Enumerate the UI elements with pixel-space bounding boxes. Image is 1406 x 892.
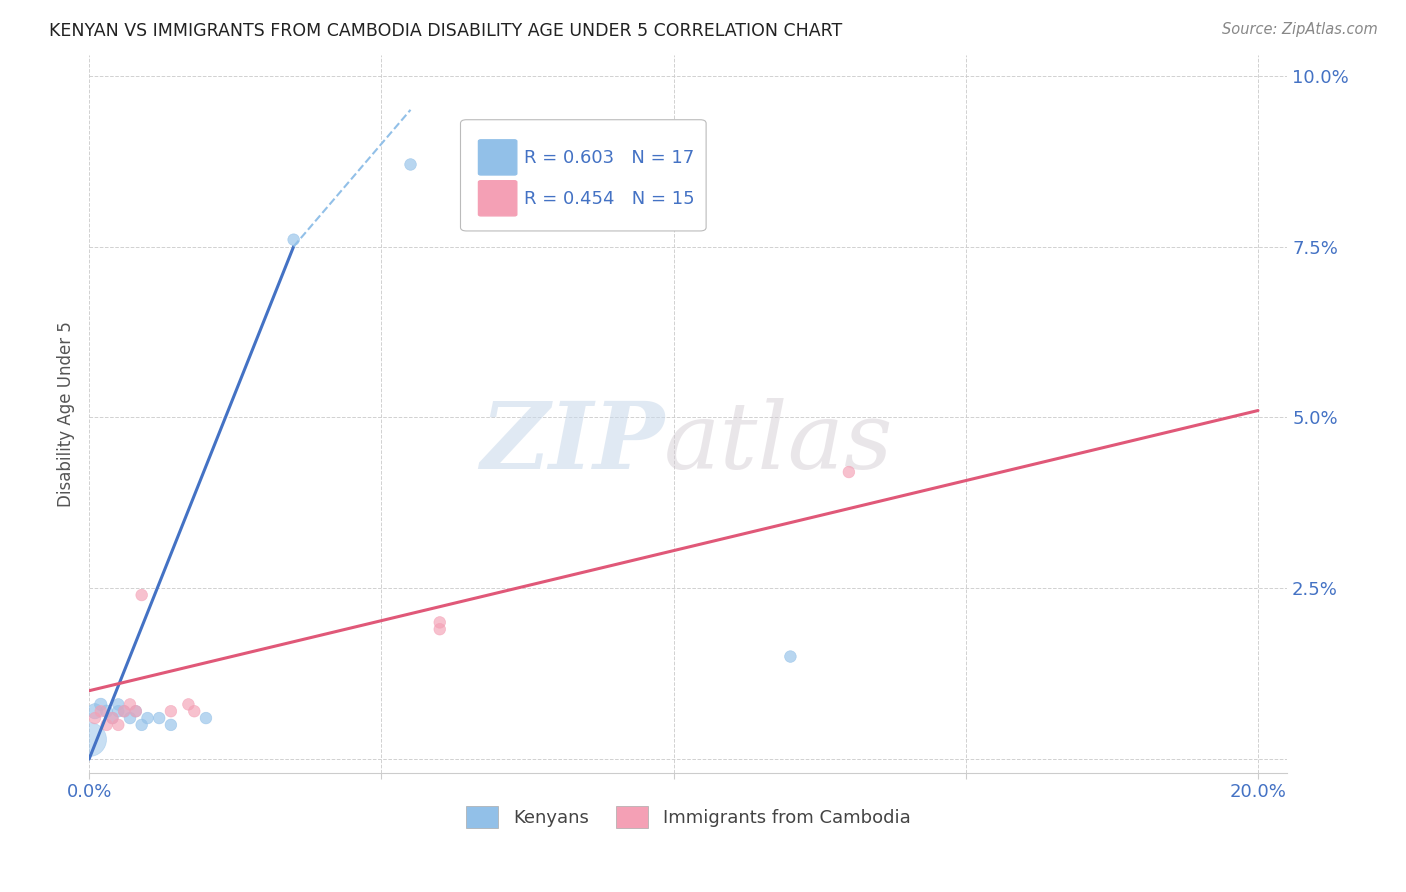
Point [90,704,112,718]
Point [101,711,124,725]
Point [125,704,148,718]
Point [429,615,451,630]
Legend: Kenyans, Immigrants from Cambodia: Kenyans, Immigrants from Cambodia [458,799,918,836]
Point [160,704,183,718]
Point [194,711,217,725]
Text: Source: ZipAtlas.com: Source: ZipAtlas.com [1222,22,1378,37]
Point [118,698,141,712]
Y-axis label: Disability Age Under 5: Disability Age Under 5 [58,321,75,507]
Point [177,698,200,712]
Point [84,711,107,725]
Point [112,704,135,718]
Point [429,622,451,636]
Text: R = 0.454   N = 15: R = 0.454 N = 15 [524,190,695,208]
Point [838,465,860,479]
Point [136,711,159,725]
Text: R = 0.603   N = 17: R = 0.603 N = 17 [524,149,695,167]
Point [399,157,422,171]
Text: ZIP: ZIP [479,398,664,488]
Text: KENYAN VS IMMIGRANTS FROM CAMBODIA DISABILITY AGE UNDER 5 CORRELATION CHART: KENYAN VS IMMIGRANTS FROM CAMBODIA DISAB… [49,22,842,40]
Point [77,731,100,746]
Point [183,704,205,718]
Point [160,718,183,732]
Point [125,704,148,718]
Point [107,698,129,712]
Text: atlas: atlas [664,398,894,488]
FancyBboxPatch shape [461,120,706,231]
Point [148,711,170,725]
Point [84,704,107,718]
Point [112,704,135,718]
FancyBboxPatch shape [478,181,517,216]
Point [90,698,112,712]
FancyBboxPatch shape [478,140,517,175]
Point [131,588,153,602]
Point [779,649,801,664]
Point [107,704,129,718]
Point [118,711,141,725]
Point [131,718,153,732]
Point [283,233,305,247]
Point [101,711,124,725]
Point [107,718,129,732]
Point [96,704,118,718]
Point [96,718,118,732]
